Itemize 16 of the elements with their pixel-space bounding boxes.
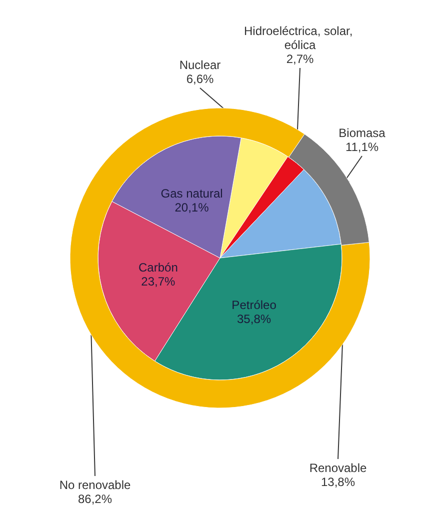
data-label: 20,1% xyxy=(174,200,210,215)
data-label: 2,7% xyxy=(286,52,314,66)
slice-label: Renovable xyxy=(309,461,368,475)
slice-label: Hidroeléctrica, solar, eólica xyxy=(244,24,356,52)
slice-label: Gas natural xyxy=(160,186,223,201)
data-label: 6,6% xyxy=(186,72,214,86)
slice-label: Carbón xyxy=(138,260,178,275)
data-label: 11,1% xyxy=(345,140,379,154)
data-label: 86,2% xyxy=(78,492,112,506)
slice-label: Petróleo xyxy=(232,298,277,312)
data-label: 13,8% xyxy=(320,475,356,489)
slice-label: No renovable xyxy=(59,478,132,492)
data-label: 23,7% xyxy=(141,274,176,289)
data-label: 35,8% xyxy=(237,312,272,326)
slice-label: Biomasa xyxy=(338,126,386,140)
slice-label: Nuclear xyxy=(179,58,221,72)
